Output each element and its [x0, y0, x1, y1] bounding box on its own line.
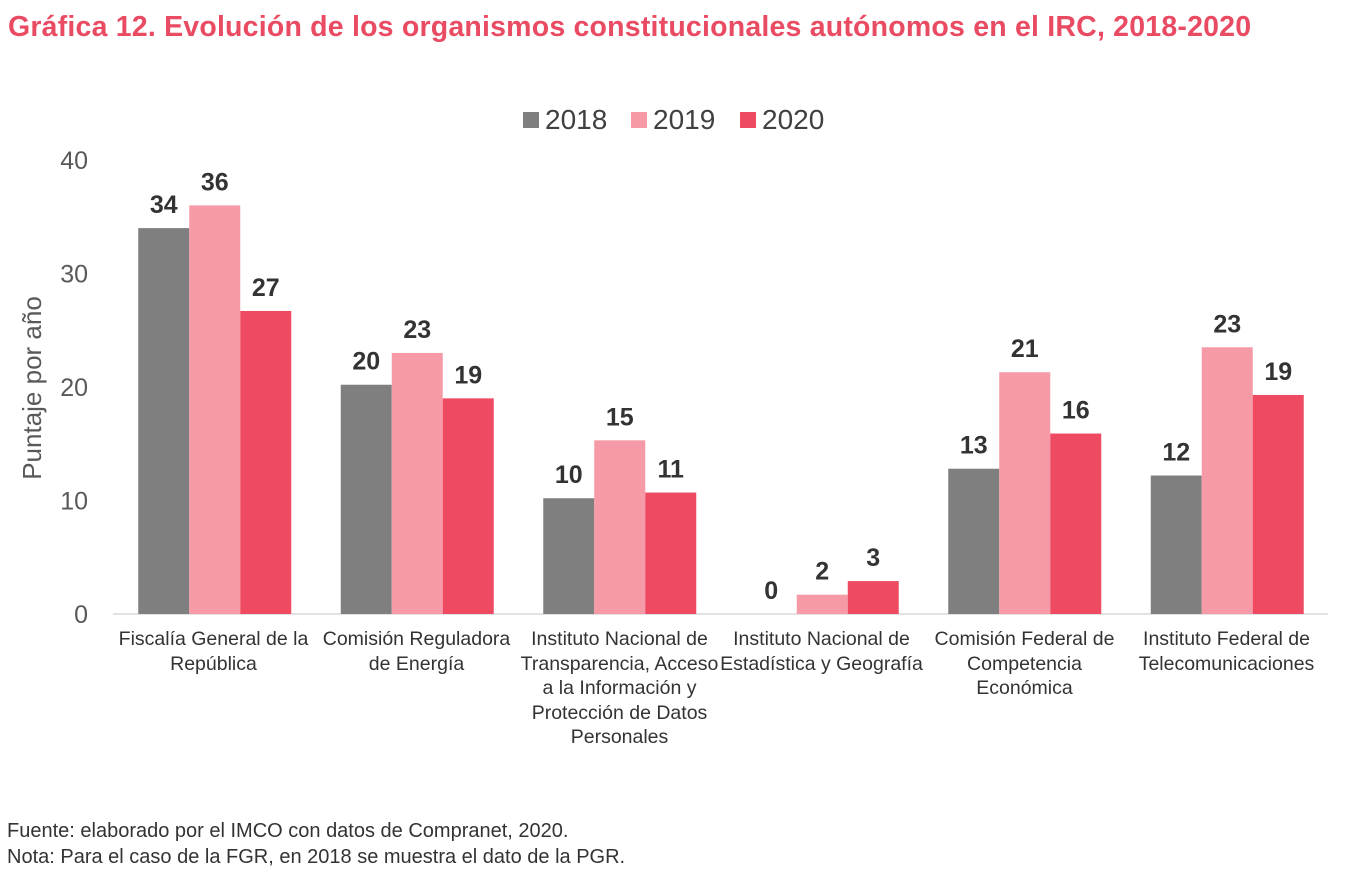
category-label-ift: Instituto Federal de Telecomunicaciones — [1138, 628, 1315, 675]
chart-title: Gráfica 12. Evolución de los organismos … — [8, 11, 1252, 43]
data-label-2019-0: 36 — [201, 168, 229, 196]
bar-2019-3 — [796, 594, 848, 614]
legend-label-2018: 2018 — [545, 104, 608, 135]
data-label-2020-2: 11 — [658, 456, 685, 484]
legend-swatch-2020 — [740, 112, 756, 128]
bar-2020-4 — [1050, 433, 1102, 614]
bar-2019-0 — [189, 205, 241, 614]
bar-2019-2 — [594, 440, 646, 614]
category-label-inai: Instituto Nacional de Transparencia, Acc… — [520, 628, 719, 748]
data-note: Nota: Para el caso de la FGR, en 2018 se… — [7, 846, 626, 868]
data-label-2020-5: 19 — [1264, 358, 1292, 386]
legend-label-2019: 2019 — [653, 104, 716, 135]
data-label-2020-0: 27 — [252, 274, 280, 302]
data-label-2019-1: 23 — [403, 316, 431, 344]
data-label-2018-2: 10 — [555, 461, 583, 489]
data-label-2019-3: 2 — [815, 558, 829, 586]
bar-2020-0 — [240, 310, 292, 614]
legend: 2018 2019 2020 — [0, 100, 1355, 140]
data-label-2018-5: 12 — [1162, 439, 1190, 467]
legend-item-2018: 2018 — [523, 100, 607, 140]
data-label-2020-3: 3 — [866, 544, 880, 572]
legend-item-2019: 2019 — [631, 100, 715, 140]
category-label-cre: Comisión Reguladora de Energía — [322, 628, 511, 675]
y-tick-label: 0 — [74, 601, 88, 629]
bar-2019-5 — [1201, 347, 1253, 614]
legend-label-2020: 2020 — [762, 104, 825, 135]
bar-2020-3 — [847, 581, 899, 614]
bar-2018-5 — [1150, 475, 1202, 614]
data-label-2019-5: 23 — [1213, 310, 1241, 338]
bar-2020-5 — [1252, 394, 1304, 614]
bar-2019-4 — [999, 372, 1051, 614]
data-label-2018-4: 13 — [960, 432, 988, 460]
bar-2020-1 — [442, 398, 494, 614]
footnotes: Fuente: elaborado por el IMCO con datos … — [7, 818, 625, 870]
data-label-2019-2: 15 — [606, 403, 634, 431]
data-label-2020-1: 19 — [454, 361, 482, 389]
category-label-cofece: Comisión Federal de Competencia Económic… — [934, 628, 1115, 699]
bar-2018-4 — [948, 468, 1000, 614]
bar-2018-0 — [138, 228, 190, 614]
data-label-2018-0: 34 — [150, 191, 178, 219]
source-note: Fuente: elaborado por el IMCO con datos … — [7, 820, 569, 842]
legend-swatch-2019 — [631, 112, 647, 128]
data-label-2018-1: 20 — [352, 348, 380, 376]
bar-2020-2 — [645, 492, 697, 614]
data-label-2018-3: 0 — [764, 577, 778, 605]
category-label-fgr: Fiscalía General de la República — [118, 628, 309, 675]
y-tick-label: 20 — [60, 374, 88, 402]
bar-2018-1 — [340, 384, 392, 614]
bar-2019-1 — [391, 352, 443, 614]
y-tick-label: 30 — [60, 261, 88, 289]
bar-2018-2 — [543, 498, 595, 614]
y-tick-label: 40 — [60, 147, 88, 175]
data-label-2020-4: 16 — [1062, 397, 1090, 425]
legend-swatch-2018 — [523, 112, 539, 128]
y-axis-label: Puntaje por año — [17, 296, 47, 480]
y-tick-label: 10 — [60, 488, 88, 516]
legend-item-2020: 2020 — [740, 100, 824, 140]
category-label-inegi: Instituto Nacional de Estadística y Geog… — [720, 628, 923, 675]
data-label-2019-4: 21 — [1011, 335, 1039, 363]
